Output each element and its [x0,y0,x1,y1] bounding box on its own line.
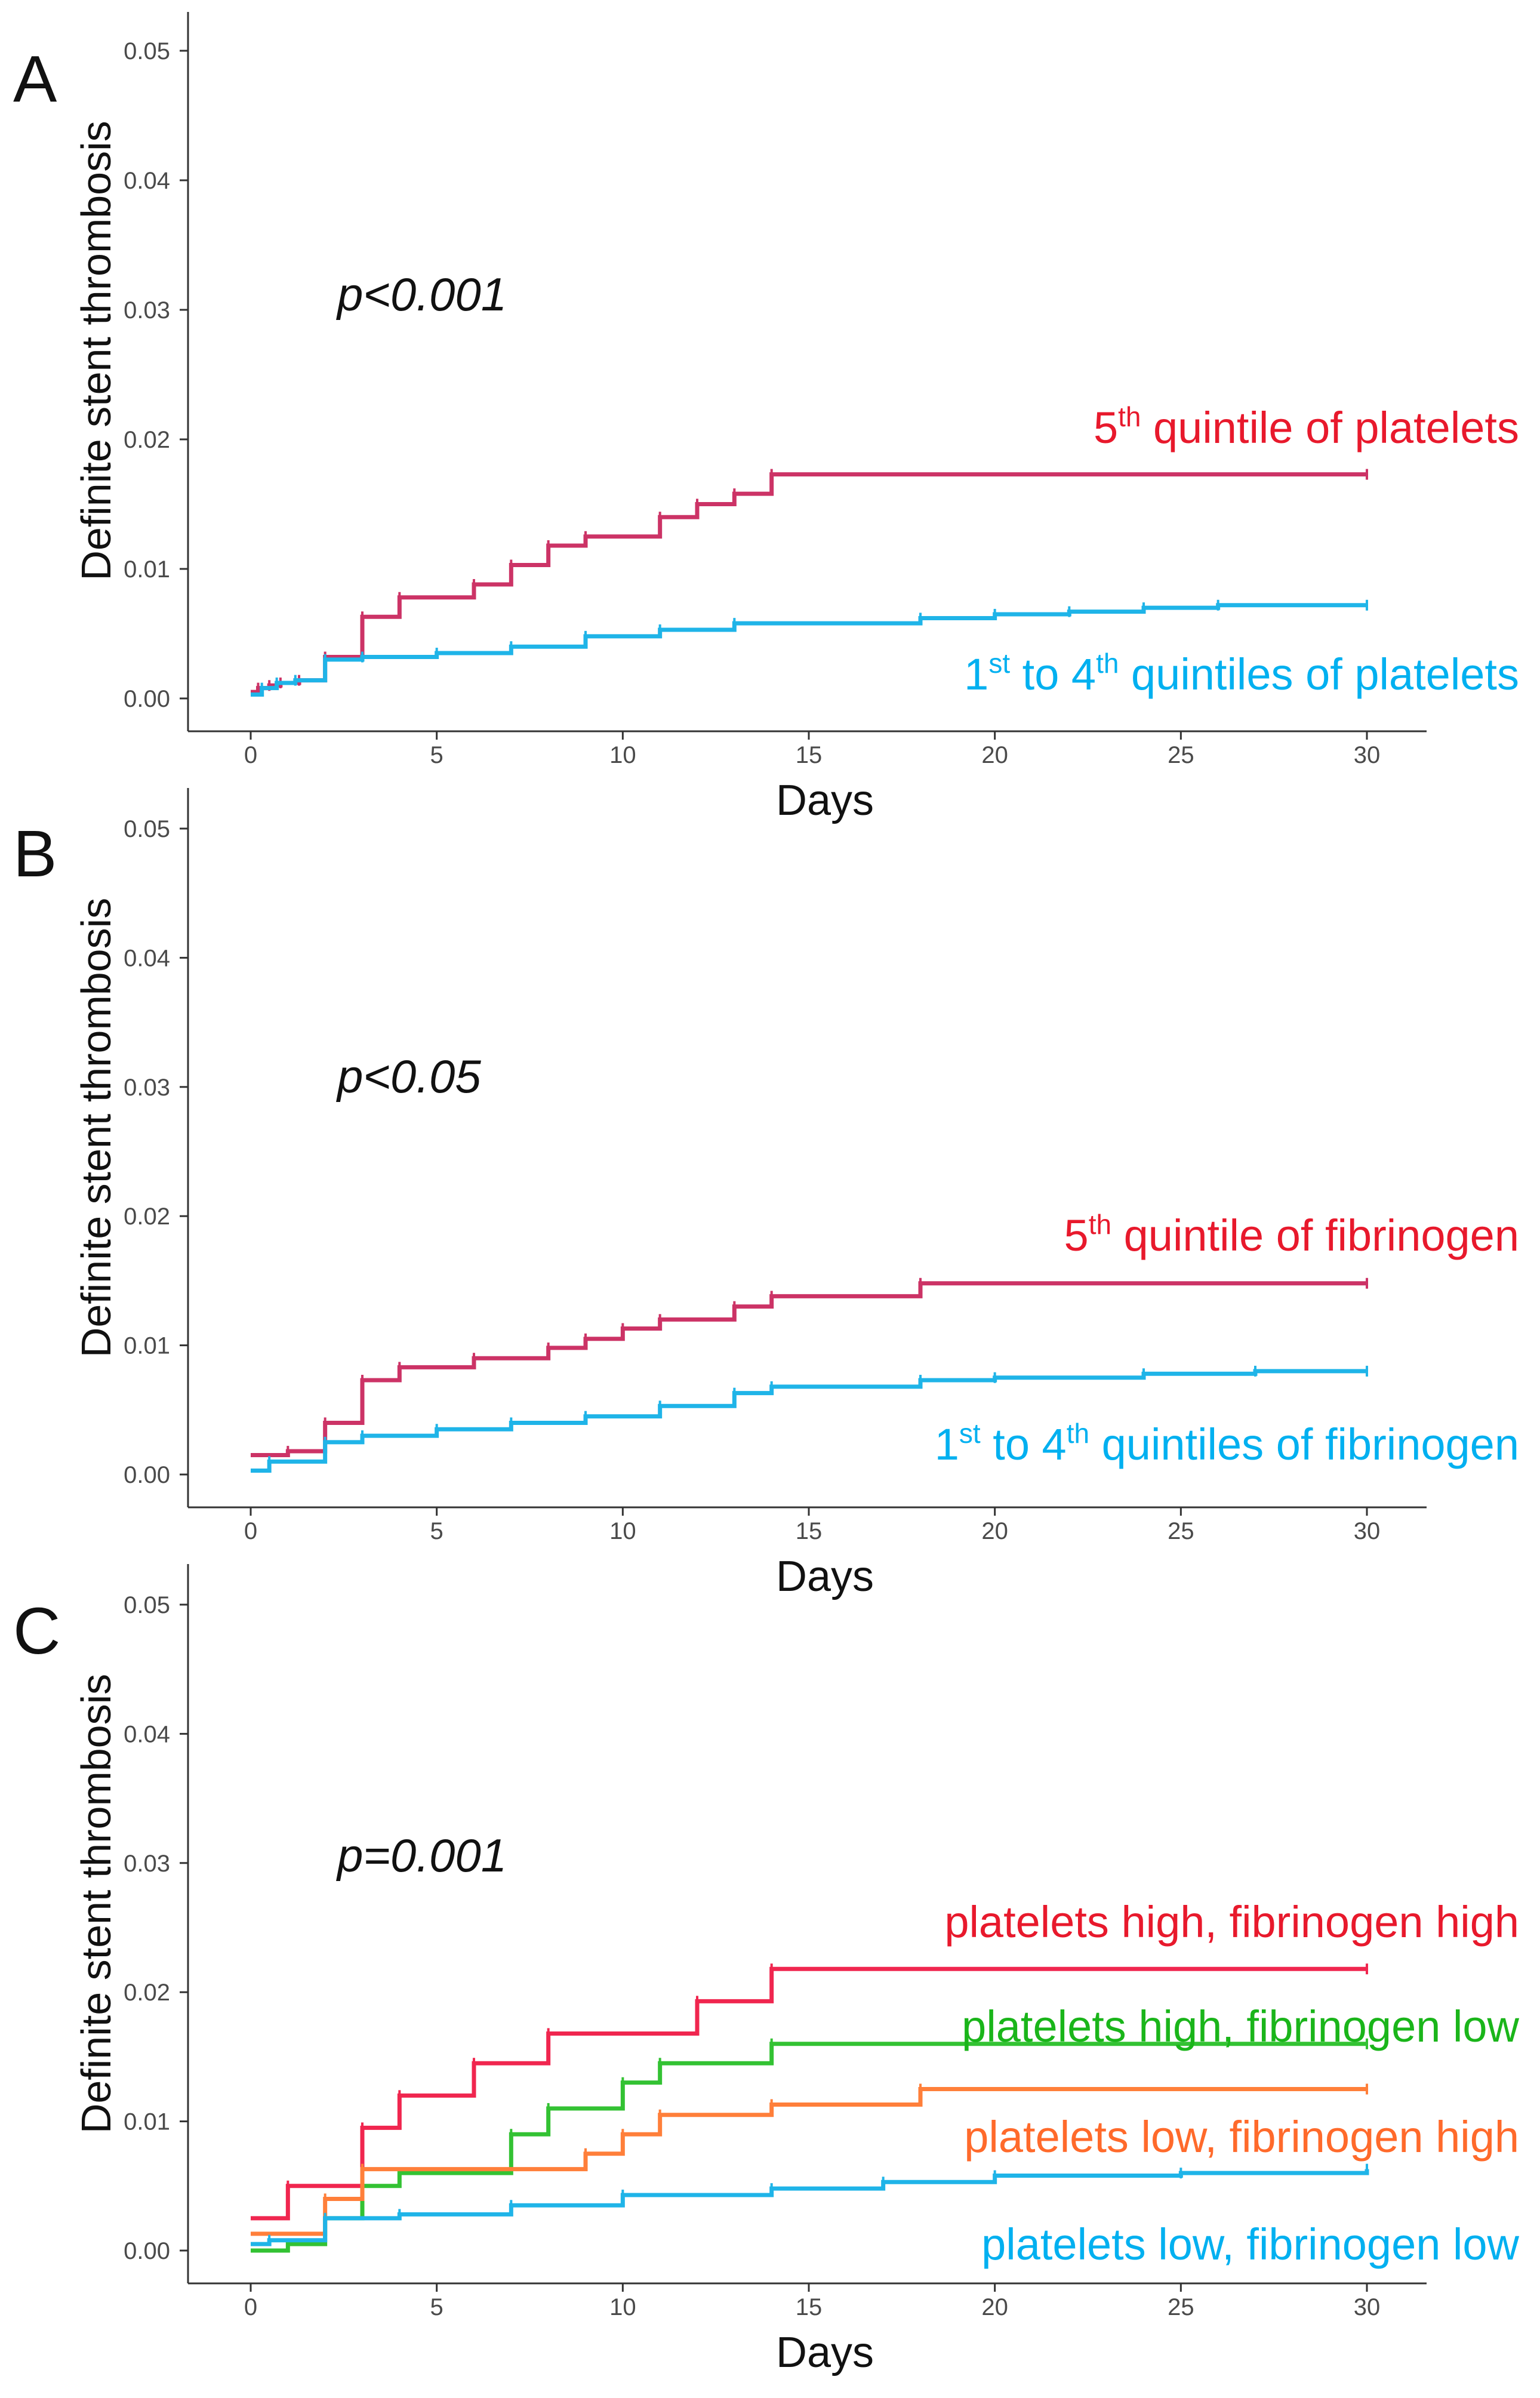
series-label-text: to 4 [1010,649,1096,699]
chart-panel-b: 0.000.010.020.030.040.050 5 10 15 20 25 30Days… [13,788,1519,1600]
series-label-text: platelets low, fibrinogen low [981,2220,1519,2269]
series-label-superscript: th [1096,648,1119,679]
series-label-text: 5 [1094,403,1118,452]
x-tick-label: 20 [981,1518,1008,1544]
x-tick-label: 25 [1168,742,1194,768]
series-label: 1st to 4th quintiles of platelets [964,648,1519,699]
y-tick-label: 0.00 [124,1462,170,1488]
series-line [251,1966,1367,2221]
panel-letter: C [13,1594,60,1668]
series-label-text: quintiles of fibrinogen [1089,1420,1519,1469]
series-label-text: quintile of fibrinogen [1111,1211,1519,1260]
y-tick-label: 0.04 [124,168,170,194]
series-label-text: quintile of platelets [1141,403,1519,452]
x-tick-label: 25 [1168,2294,1194,2320]
series-label-superscript: th [1089,1209,1111,1240]
x-tick-label: 0 [244,742,257,768]
series-label-superscript: th [1067,1418,1089,1449]
y-tick-label: 0.02 [124,1980,170,2006]
y-tick-label: 0.05 [124,816,170,842]
y-tick-label: 0.03 [124,297,170,324]
series-label: platelets high, fibrinogen low [962,2002,1519,2051]
x-tick-label: 10 [609,742,636,768]
y-tick-label: 0.04 [124,1721,170,1747]
series-label-text: platelets low, fibrinogen high [964,2112,1519,2162]
y-tick-label: 0.05 [124,1592,170,1618]
series-label-text: 1 [964,649,988,699]
chart-panel-a: 0.000.010.020.030.040.050 5 10 15 20 25 30Days… [13,12,1519,824]
p-value-annotation: p<0.001 [336,268,507,321]
series-label: 1st to 4th quintiles of fibrinogen [935,1418,1519,1469]
y-tick-label: 0.03 [124,1851,170,1877]
series-label-text: quintiles of platelets [1119,649,1519,699]
y-axis-label: Definite stent thrombosis [73,121,119,580]
series-label-superscript: st [959,1418,981,1449]
x-axis-label: Days [776,1553,874,1600]
series-label-superscript: st [988,648,1010,679]
x-tick-label: 5 [430,2294,443,2320]
panel-letter: B [13,817,57,891]
x-tick-label: 5 [430,742,443,768]
series-label: platelets low, fibrinogen high [964,2112,1519,2162]
series-label-text: 1 [935,1420,959,1469]
x-tick-label: 10 [609,2294,636,2320]
y-tick-label: 0.01 [124,1333,170,1359]
series-label-superscript: th [1118,401,1141,432]
x-tick-label: 30 [1354,2294,1381,2320]
series-label-text: 5 [1064,1211,1089,1260]
series-label: 5th quintile of platelets [1094,401,1519,452]
x-tick-label: 30 [1354,1518,1381,1544]
y-tick-label: 0.02 [124,1203,170,1230]
y-tick-label: 0.04 [124,945,170,971]
y-tick-label: 0.03 [124,1075,170,1101]
y-tick-label: 0.00 [124,2238,170,2264]
panel-letter: A [13,42,57,116]
y-axis-label: Definite stent thrombosis [73,898,119,1357]
x-axis-label: Days [776,777,874,824]
x-tick-label: 0 [244,1518,257,1544]
y-tick-label: 0.01 [124,2109,170,2135]
y-tick-label: 0.00 [124,686,170,712]
x-tick-label: 30 [1354,742,1381,768]
series-line [251,2087,1367,2236]
series-line [251,1281,1367,1458]
x-tick-label: 25 [1168,1518,1194,1544]
p-value-annotation: p<0.05 [336,1050,481,1103]
y-tick-label: 0.05 [124,38,170,64]
series-label-text: platelets high, fibrinogen high [944,1897,1519,1947]
series-label-text: platelets high, fibrinogen low [962,2002,1519,2051]
series-label: platelets high, fibrinogen high [944,1897,1519,1947]
x-tick-label: 0 [244,2294,257,2320]
x-tick-label: 20 [981,742,1008,768]
series-label: 5th quintile of fibrinogen [1064,1209,1519,1260]
p-value-annotation: p=0.001 [336,1829,507,1882]
x-tick-label: 20 [981,2294,1008,2320]
x-tick-label: 15 [796,2294,823,2320]
series-label: platelets low, fibrinogen low [981,2220,1519,2269]
y-tick-label: 0.02 [124,427,170,453]
y-tick-label: 0.01 [124,556,170,583]
chart-panel-c: 0.00 0.01 0.02 0.03 0.04 0.05 0 5 10 15 20 25 30 Days… [13,1564,1520,2377]
x-tick-label: 15 [796,1518,823,1544]
x-tick-label: 5 [430,1518,443,1544]
y-axis-label: Definite stent thrombosis [73,1674,119,2134]
x-axis-label: Days [776,2329,874,2377]
series-label-text: to 4 [981,1420,1067,1469]
x-tick-label: 10 [609,1518,636,1544]
x-tick-label: 15 [796,742,823,768]
